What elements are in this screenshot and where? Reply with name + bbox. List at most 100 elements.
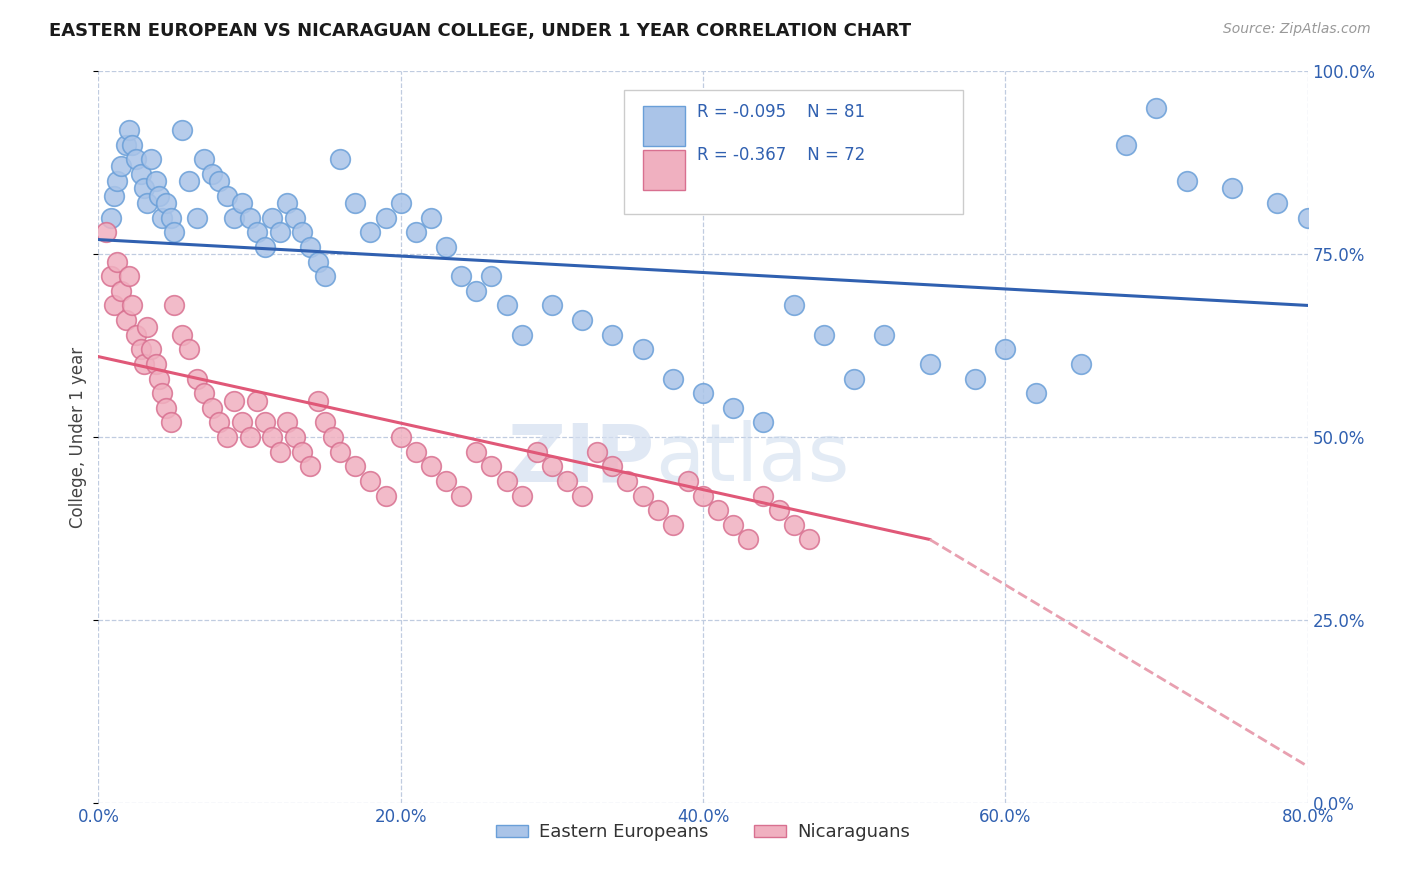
- Point: [420, 459, 443, 474]
- Point: [299, 459, 322, 474]
- Point: [114, 137, 136, 152]
- Point: [231, 416, 253, 430]
- Point: [344, 196, 367, 211]
- Point: [797, 533, 820, 547]
- Point: [299, 240, 322, 254]
- Point: [434, 240, 457, 254]
- Point: [269, 225, 291, 239]
- Point: [118, 123, 141, 137]
- Point: [291, 444, 314, 458]
- Point: [692, 386, 714, 401]
- Point: [201, 167, 224, 181]
- Point: [224, 393, 246, 408]
- Point: [965, 371, 987, 385]
- Point: [360, 225, 382, 239]
- Point: [193, 386, 215, 401]
- Point: [571, 313, 593, 327]
- Point: [631, 343, 654, 357]
- Point: [163, 225, 186, 239]
- Point: [145, 357, 167, 371]
- Point: [1296, 211, 1319, 225]
- Point: [692, 489, 714, 503]
- Text: ZIP: ZIP: [508, 420, 655, 498]
- Point: [186, 371, 208, 385]
- Point: [150, 211, 173, 225]
- Point: [291, 225, 314, 239]
- Point: [262, 211, 284, 225]
- Point: [269, 444, 291, 458]
- Point: [246, 393, 269, 408]
- Point: [844, 371, 866, 385]
- Point: [114, 313, 136, 327]
- Point: [307, 254, 329, 268]
- Point: [495, 298, 517, 312]
- Point: [215, 188, 238, 202]
- Point: [262, 430, 284, 444]
- Point: [314, 416, 336, 430]
- Point: [481, 459, 503, 474]
- Point: [125, 152, 148, 166]
- Point: [540, 298, 562, 312]
- Point: [510, 327, 533, 342]
- Point: [94, 225, 117, 239]
- Bar: [643, 106, 685, 146]
- Point: [121, 298, 143, 312]
- Point: [307, 393, 329, 408]
- Point: [481, 269, 503, 284]
- Point: [284, 430, 307, 444]
- Point: [163, 298, 186, 312]
- Point: [344, 459, 367, 474]
- Point: [526, 444, 548, 458]
- Point: [110, 284, 132, 298]
- Text: Source: ZipAtlas.com: Source: ZipAtlas.com: [1223, 22, 1371, 37]
- Point: [647, 503, 669, 517]
- Point: [284, 211, 307, 225]
- Point: [723, 401, 745, 415]
- Point: [155, 196, 177, 211]
- Point: [100, 269, 122, 284]
- Point: [170, 327, 193, 342]
- Legend: Eastern Europeans, Nicaraguans: Eastern Europeans, Nicaraguans: [489, 816, 917, 848]
- Point: [465, 284, 488, 298]
- Point: [170, 123, 193, 137]
- Point: [160, 211, 183, 225]
- Point: [329, 444, 352, 458]
- Point: [768, 503, 790, 517]
- Point: [329, 152, 352, 166]
- Point: [1146, 101, 1168, 115]
- Point: [752, 416, 775, 430]
- Point: [322, 430, 344, 444]
- Point: [661, 371, 683, 385]
- Point: [676, 474, 699, 488]
- Point: [1220, 181, 1243, 195]
- Bar: [643, 150, 685, 190]
- Text: EASTERN EUROPEAN VS NICARAGUAN COLLEGE, UNDER 1 YEAR CORRELATION CHART: EASTERN EUROPEAN VS NICARAGUAN COLLEGE, …: [49, 22, 911, 40]
- Point: [239, 430, 262, 444]
- Point: [389, 430, 412, 444]
- Point: [405, 225, 427, 239]
- Point: [276, 196, 298, 211]
- Point: [450, 269, 472, 284]
- Point: [1070, 357, 1092, 371]
- Point: [465, 444, 488, 458]
- Point: [360, 474, 382, 488]
- Point: [1024, 386, 1046, 401]
- Point: [374, 489, 396, 503]
- Point: [135, 320, 157, 334]
- Point: [141, 343, 163, 357]
- Point: [873, 327, 896, 342]
- Point: [141, 152, 163, 166]
- Point: [602, 459, 624, 474]
- Point: [586, 444, 609, 458]
- Point: [813, 327, 835, 342]
- Point: [540, 459, 562, 474]
- FancyBboxPatch shape: [624, 90, 963, 214]
- Point: [405, 444, 427, 458]
- Text: R = -0.367    N = 72: R = -0.367 N = 72: [697, 146, 865, 164]
- Point: [145, 174, 167, 188]
- Point: [231, 196, 253, 211]
- Point: [208, 416, 231, 430]
- Point: [239, 211, 262, 225]
- Point: [125, 327, 148, 342]
- Point: [1175, 174, 1198, 188]
